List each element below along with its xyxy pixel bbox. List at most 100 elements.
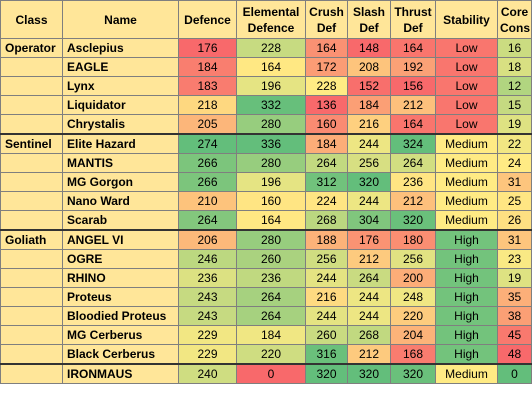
class-cell bbox=[0, 76, 63, 96]
header-name: Name bbox=[62, 0, 179, 39]
table-row: Operator Asclepius 176 228 164 148 164 Low 16 bbox=[0, 38, 532, 58]
slash-def-cell: 320 bbox=[347, 172, 391, 192]
name-cell: Elite Hazard bbox=[62, 133, 179, 154]
crush-def-cell: 216 bbox=[305, 287, 348, 307]
elemental-defence-cell: 236 bbox=[236, 268, 306, 288]
crush-def-cell: 184 bbox=[305, 133, 348, 154]
crush-def-cell: 264 bbox=[305, 153, 348, 173]
core-cons-cell: 24 bbox=[497, 153, 532, 173]
elemental-defence-cell: 280 bbox=[236, 114, 306, 135]
defence-cell: 266 bbox=[178, 172, 237, 192]
name-cell: EAGLE bbox=[62, 57, 179, 77]
elemental-defence-cell: 160 bbox=[236, 191, 306, 211]
elemental-defence-cell: 332 bbox=[236, 95, 306, 115]
class-cell bbox=[0, 363, 63, 384]
defence-cell: 218 bbox=[178, 95, 237, 115]
header-defence: Defence bbox=[178, 0, 237, 39]
stability-cell: High bbox=[435, 249, 498, 269]
defence-cell: 206 bbox=[178, 229, 237, 250]
core-cons-cell: 25 bbox=[497, 191, 532, 211]
defence-cell: 246 bbox=[178, 249, 237, 269]
class-cell bbox=[0, 306, 63, 326]
slash-def-cell: 244 bbox=[347, 287, 391, 307]
crush-def-cell: 172 bbox=[305, 57, 348, 77]
table-row: MANTIS 266 280 264 256 264 Medium 24 bbox=[0, 153, 532, 173]
slash-def-cell: 320 bbox=[347, 363, 391, 384]
thrust-def-cell: 256 bbox=[390, 249, 436, 269]
thrust-def-cell: 180 bbox=[390, 229, 436, 250]
stability-cell: Medium bbox=[435, 210, 498, 231]
elemental-defence-cell: 280 bbox=[236, 229, 306, 250]
class-cell bbox=[0, 191, 63, 211]
thrust-def-cell: 168 bbox=[390, 344, 436, 365]
elemental-defence-cell: 264 bbox=[236, 287, 306, 307]
table-row: Black Cerberus 229 220 316 212 168 High 48 bbox=[0, 344, 532, 365]
thrust-def-cell: 220 bbox=[390, 306, 436, 326]
name-cell: ANGEL VI bbox=[62, 229, 179, 250]
header-thrust-def: Thrust Def bbox=[390, 0, 436, 39]
class-cell: Operator bbox=[0, 38, 63, 58]
crush-def-cell: 312 bbox=[305, 172, 348, 192]
elemental-defence-cell: 264 bbox=[236, 306, 306, 326]
table-row: IRONMAUS 240 0 320 320 320 Medium 0 bbox=[0, 363, 532, 384]
stability-cell: Medium bbox=[435, 133, 498, 154]
header-core-cons: Core Cons bbox=[497, 0, 532, 39]
stability-cell: Medium bbox=[435, 191, 498, 211]
name-cell: Lynx bbox=[62, 76, 179, 96]
armor-stats-table: Class Name Defence Elemental Defence Cru… bbox=[0, 0, 532, 384]
crush-def-cell: 224 bbox=[305, 191, 348, 211]
table-row: OGRE 246 260 256 212 256 High 23 bbox=[0, 249, 532, 269]
crush-def-cell: 160 bbox=[305, 114, 348, 135]
header-elemental-defence: Elemental Defence bbox=[236, 0, 306, 39]
elemental-defence-cell: 260 bbox=[236, 249, 306, 269]
slash-def-cell: 256 bbox=[347, 153, 391, 173]
core-cons-cell: 48 bbox=[497, 344, 532, 365]
crush-def-cell: 228 bbox=[305, 76, 348, 96]
defence-cell: 184 bbox=[178, 57, 237, 77]
thrust-def-cell: 236 bbox=[390, 172, 436, 192]
stability-cell: Low bbox=[435, 57, 498, 77]
table-row: Scarab 264 164 268 304 320 Medium 26 bbox=[0, 210, 532, 231]
crush-def-cell: 244 bbox=[305, 268, 348, 288]
elemental-defence-cell: 228 bbox=[236, 38, 306, 58]
stability-cell: Medium bbox=[435, 363, 498, 384]
stability-cell: Medium bbox=[435, 153, 498, 173]
table-row: Lynx 183 196 228 152 156 Low 12 bbox=[0, 76, 532, 96]
core-cons-cell: 35 bbox=[497, 287, 532, 307]
stability-cell: High bbox=[435, 344, 498, 365]
elemental-defence-cell: 280 bbox=[236, 153, 306, 173]
name-cell: Proteus bbox=[62, 287, 179, 307]
elemental-defence-cell: 220 bbox=[236, 344, 306, 365]
table-row: Goliath ANGEL VI 206 280 188 176 180 High 31 bbox=[0, 229, 532, 250]
table-row: EAGLE 184 164 172 208 192 Low 18 bbox=[0, 57, 532, 77]
table-row: MG Gorgon 266 196 312 320 236 Medium 31 bbox=[0, 172, 532, 192]
name-cell: MANTIS bbox=[62, 153, 179, 173]
class-cell bbox=[0, 268, 63, 288]
stability-cell: Low bbox=[435, 38, 498, 58]
core-cons-cell: 18 bbox=[497, 57, 532, 77]
core-cons-cell: 16 bbox=[497, 38, 532, 58]
thrust-def-cell: 200 bbox=[390, 268, 436, 288]
defence-cell: 243 bbox=[178, 287, 237, 307]
class-cell bbox=[0, 95, 63, 115]
core-cons-cell: 31 bbox=[497, 229, 532, 250]
stability-cell: High bbox=[435, 268, 498, 288]
table-row: MG Cerberus 229 184 260 268 204 High 45 bbox=[0, 325, 532, 345]
stability-cell: Medium bbox=[435, 172, 498, 192]
thrust-def-cell: 212 bbox=[390, 191, 436, 211]
class-cell bbox=[0, 210, 63, 231]
elemental-defence-cell: 336 bbox=[236, 133, 306, 154]
thrust-def-cell: 264 bbox=[390, 153, 436, 173]
crush-def-cell: 244 bbox=[305, 306, 348, 326]
crush-def-cell: 188 bbox=[305, 229, 348, 250]
defence-cell: 264 bbox=[178, 210, 237, 231]
class-cell bbox=[0, 325, 63, 345]
crush-def-cell: 256 bbox=[305, 249, 348, 269]
class-cell: Goliath bbox=[0, 229, 63, 250]
core-cons-cell: 31 bbox=[497, 172, 532, 192]
thrust-def-cell: 320 bbox=[390, 363, 436, 384]
slash-def-cell: 244 bbox=[347, 191, 391, 211]
core-cons-cell: 12 bbox=[497, 76, 532, 96]
elemental-defence-cell: 184 bbox=[236, 325, 306, 345]
table-body: Operator Asclepius 176 228 164 148 164 Low 16 EAG… bbox=[0, 38, 532, 384]
